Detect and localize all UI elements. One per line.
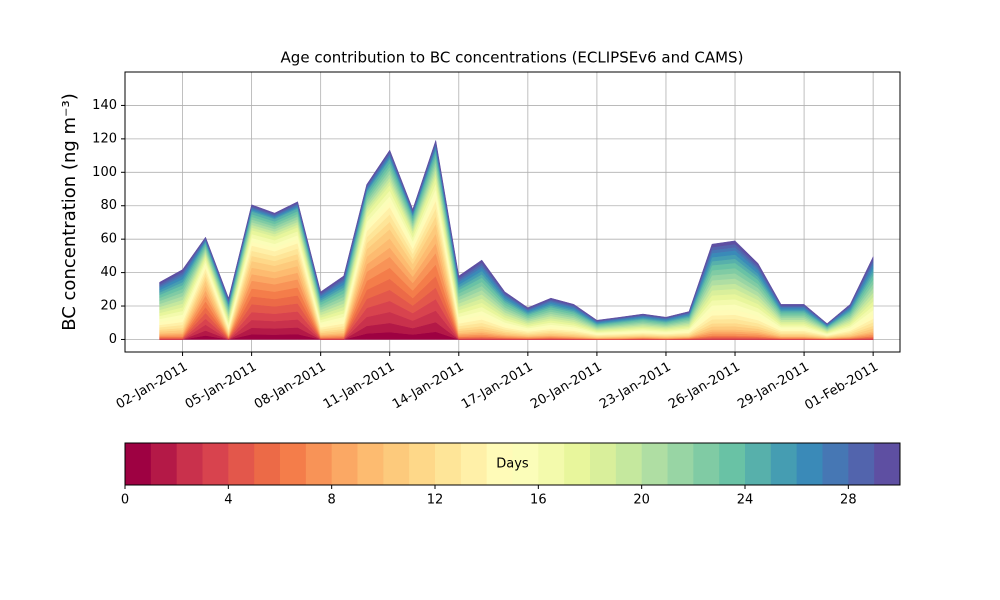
x-tick-label: 20-Jan-2011 bbox=[528, 360, 605, 413]
y-tick-label: 60 bbox=[100, 232, 117, 247]
colorbar-cell bbox=[305, 443, 333, 485]
colorbar-cell bbox=[667, 443, 694, 485]
colorbar-cell bbox=[125, 443, 152, 485]
colorbar-cell bbox=[615, 443, 643, 485]
colorbar-cell bbox=[590, 443, 617, 485]
colorbar-frame bbox=[124, 442, 901, 486]
colorbar-label: Days bbox=[496, 457, 529, 472]
colorbar-cell bbox=[357, 443, 384, 485]
colorbar-cell bbox=[409, 443, 436, 485]
colorbar-cell bbox=[228, 443, 255, 485]
colorbar-cell bbox=[874, 443, 901, 485]
colorbar-cell bbox=[331, 443, 358, 485]
y-tick-label: 0 bbox=[109, 332, 117, 347]
y-axis-label: BC concentration (ng m⁻³) bbox=[59, 93, 80, 331]
y-tick-label: 80 bbox=[100, 198, 117, 213]
chart-title: Age contribution to BC concentrations (E… bbox=[281, 49, 744, 67]
area-layer bbox=[159, 140, 874, 325]
x-tick-label: 08-Jan-2011 bbox=[252, 360, 329, 413]
colorbar-cell bbox=[460, 443, 488, 485]
colorbar-cell bbox=[150, 443, 178, 485]
y-tick-label: 120 bbox=[92, 131, 117, 146]
colorbar-cell bbox=[822, 443, 849, 485]
colorbar-cell bbox=[254, 443, 281, 485]
colorbar-cell bbox=[848, 443, 875, 485]
colorbar-cell bbox=[641, 443, 668, 485]
colorbar-cell bbox=[202, 443, 229, 485]
y-tick-label: 140 bbox=[92, 98, 117, 113]
x-tick-label: 14-Jan-2011 bbox=[390, 360, 467, 413]
x-tick-label: 05-Jan-2011 bbox=[183, 360, 260, 413]
colorbar-cell bbox=[383, 443, 410, 485]
colorbar-cell bbox=[512, 443, 539, 485]
colorbar-cell bbox=[796, 443, 823, 485]
colorbar-cell bbox=[280, 443, 307, 485]
colorbar-tick-label: 0 bbox=[121, 493, 129, 508]
y-tick-label: 20 bbox=[100, 299, 117, 314]
x-tick-label: 29-Jan-2011 bbox=[735, 360, 812, 413]
colorbar-tick-label: 24 bbox=[737, 493, 754, 508]
y-tick-label: 40 bbox=[100, 265, 117, 280]
x-tick-label: 01-Feb-2011 bbox=[802, 360, 881, 414]
colorbar-cell bbox=[770, 443, 798, 485]
colorbar-cell bbox=[564, 443, 591, 485]
x-tick-label: 02-Jan-2011 bbox=[114, 360, 191, 413]
colorbar-tick-label: 28 bbox=[840, 493, 857, 508]
colorbar-cell bbox=[693, 443, 720, 485]
x-tick-label: 23-Jan-2011 bbox=[597, 360, 674, 413]
colorbar-tick-label: 12 bbox=[427, 493, 444, 508]
colorbar-cell bbox=[538, 443, 565, 485]
colorbar-tick-label: 4 bbox=[224, 493, 232, 508]
x-tick-label: 11-Jan-2011 bbox=[321, 360, 398, 413]
x-tick-label: 26-Jan-2011 bbox=[666, 360, 743, 413]
x-tick-label: 17-Jan-2011 bbox=[459, 360, 536, 413]
colorbar-tick-label: 20 bbox=[633, 493, 650, 508]
colorbar-tick-label: 8 bbox=[328, 493, 336, 508]
colorbar-tick-label: 16 bbox=[530, 493, 547, 508]
colorbar-cell bbox=[176, 443, 203, 485]
colorbar-cell bbox=[719, 443, 746, 485]
colorbar-cell bbox=[745, 443, 772, 485]
colorbar-cell bbox=[486, 443, 513, 485]
y-tick-label: 100 bbox=[92, 165, 117, 180]
colorbar-cell bbox=[435, 443, 462, 485]
plot-frame bbox=[124, 71, 901, 353]
